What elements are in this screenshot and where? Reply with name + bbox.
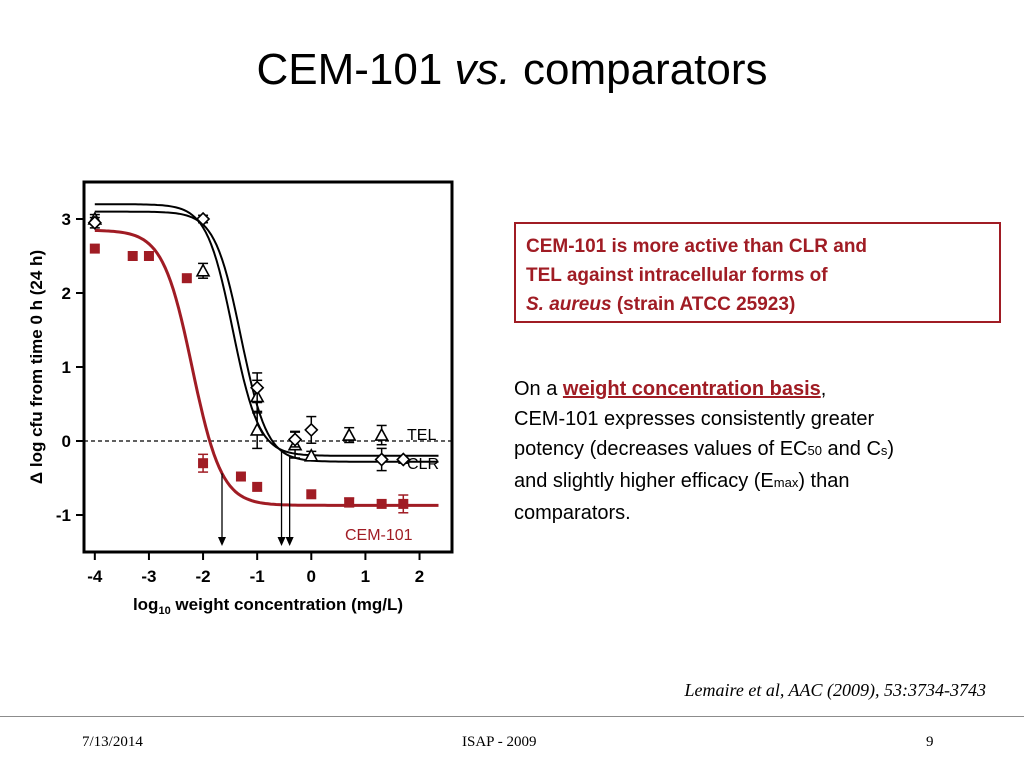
citation: Lemaire et al, AAC (2009), 53:3734-3743 [684, 680, 986, 700]
y-tick-label: 2 [62, 284, 71, 303]
x-tick-label: -1 [250, 567, 265, 586]
para-t2: potency (decreases values of EC [514, 438, 808, 460]
x-tick-label: -2 [195, 567, 210, 586]
summary-paragraph: On a weight concentration basis, CEM-101… [514, 374, 994, 528]
axis-ticks: -4 -3 -2 -1 0 1 2 -1 0 1 2 3 [56, 210, 424, 586]
y-axis-label: Δ log cfu from time 0 h (24 h) [27, 250, 46, 484]
tel-point [374, 427, 389, 441]
para-line-1: On a weight concentration basis, [514, 374, 994, 404]
para-line-4: and slightly higher efficacy (Emax) than [514, 466, 994, 498]
series-label-tel: TEL [407, 427, 436, 444]
callout-line-2: TEL against intracellular forms of [526, 265, 828, 286]
series-label-cem-101: CEM-101 [345, 527, 413, 544]
y-tick-label: 1 [62, 358, 71, 377]
x-tick-label: -3 [141, 567, 156, 586]
tel-point [341, 427, 357, 441]
slide-title: CEM-101 vs. comparators [0, 42, 1024, 98]
y-tick-label: -1 [56, 506, 71, 525]
y-label-text: log cfu from time 0 h (24 h) [27, 250, 46, 467]
fit-curve-cem-101 [94, 229, 439, 507]
x-label-rest: weight concentration (mg/L) [171, 595, 403, 614]
weight-basis-link[interactable]: weight concentration basis [562, 378, 821, 400]
cem-101-point [181, 273, 192, 284]
ec50-arrows [218, 449, 294, 546]
title-rest: comparators [510, 45, 768, 94]
x-tick-label: 1 [361, 567, 370, 586]
para-t3: and C [821, 438, 881, 460]
callout-strain: (strain ATCC 25923) [611, 294, 796, 315]
x-tick-label: 2 [415, 567, 424, 586]
ec50-arrowhead [218, 537, 226, 546]
cem-101-point [143, 251, 154, 261]
clr-point [287, 432, 303, 447]
cem-101-point [306, 489, 317, 500]
tel-point [303, 448, 319, 462]
para-t6: ) than [798, 470, 850, 492]
para-lead: On a [514, 378, 563, 400]
clr-point [250, 380, 265, 395]
x-label-sub: 10 [158, 605, 170, 617]
cem-101-point [252, 481, 263, 492]
y-label-delta: Δ [27, 472, 46, 484]
para-line-5: comparators. [514, 502, 631, 524]
callout-organism: S. aureus [526, 294, 612, 315]
y-tick-label: 0 [62, 432, 71, 451]
footer-divider [0, 716, 1024, 717]
cem-101-point [235, 471, 246, 482]
fit-curve-clr [94, 210, 439, 463]
para-line-3: potency (decreases values of EC50 and Cs… [514, 434, 994, 466]
clr-point [374, 452, 389, 467]
cem-101-point [376, 498, 387, 509]
clr-point [87, 215, 102, 230]
dose-response-chart: -4 -3 -2 -1 0 1 2 -1 0 1 2 3 TEL CLR CEM-101 log10 we… [27, 180, 454, 617]
fit-curves [84, 203, 452, 507]
series-label-clr: CLR [407, 456, 439, 473]
clr-point [396, 452, 411, 467]
x-label-log: log [133, 595, 159, 614]
tel-point [195, 263, 211, 277]
cem-101-point [127, 251, 138, 261]
footer-date: 7/13/2014 [82, 734, 143, 750]
clr-point [195, 211, 211, 227]
x-axis-label: log10 weight concentration (mg/L) [133, 595, 403, 617]
para-line-2: CEM-101 expresses consistently greater [514, 408, 875, 430]
callout-box: CEM-101 is more active than CLR and TEL … [514, 222, 1001, 323]
cem-101-point [89, 243, 100, 254]
title-italic: vs. [454, 45, 511, 94]
x-tick-label: -4 [87, 567, 103, 586]
tel-point [249, 422, 265, 436]
cem-101-point [344, 497, 355, 508]
ec50-arrowhead [285, 537, 294, 546]
cem-101-point [198, 458, 209, 469]
title-main: CEM-101 [256, 45, 455, 94]
clr-point [304, 422, 319, 438]
para-t4: ) [887, 438, 895, 460]
x-tick-label: 0 [307, 567, 316, 586]
data-points: TEL CLR CEM-101 [87, 211, 439, 544]
cem-101-point [398, 498, 409, 509]
para-comma: , [820, 378, 827, 400]
callout-line-1: CEM-101 is more active than CLR and [526, 236, 868, 257]
callout-line-3: S. aureus (strain ATCC 25923) [526, 290, 989, 319]
y-tick-label: 3 [62, 210, 71, 229]
para-t5: and slightly higher efficacy (E [514, 470, 774, 492]
sub-max: max [773, 475, 799, 490]
ec50-arrowhead [277, 537, 286, 546]
footer-page-number: 9 [926, 734, 934, 750]
sub-50: 50 [807, 443, 822, 458]
sub-s: s [880, 443, 888, 458]
footer-center: ISAP - 2009 [462, 734, 537, 750]
